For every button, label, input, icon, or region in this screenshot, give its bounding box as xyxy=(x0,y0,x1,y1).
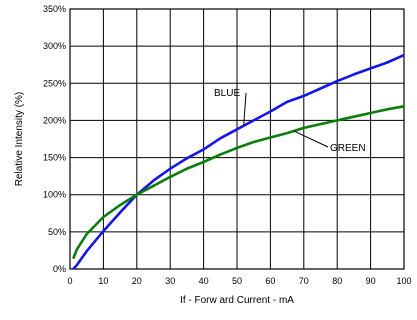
y-tick-label: 50% xyxy=(48,227,66,237)
series-lines xyxy=(72,53,405,270)
x-tick-label: 80 xyxy=(332,276,342,286)
x-tick-label: 50 xyxy=(232,276,242,286)
y-tick-label: 0% xyxy=(53,264,66,274)
plot-frame xyxy=(69,8,405,270)
y-tick-label: 150% xyxy=(43,153,66,163)
x-tick-label: 10 xyxy=(98,276,108,286)
x-tick-label: 0 xyxy=(67,276,72,286)
y-axis-title: Relative Intensity (%) xyxy=(14,92,25,186)
x-tick-label: 20 xyxy=(132,276,142,286)
series-line-green xyxy=(72,105,405,260)
y-tick-label: 350% xyxy=(43,4,66,14)
x-tick-label: 40 xyxy=(199,276,209,286)
x-tick-label: 100 xyxy=(396,276,411,286)
x-tick-label: 60 xyxy=(265,276,275,286)
annotation-leader-green xyxy=(293,130,329,148)
x-axis-title: If - Forw ard Current - mA xyxy=(180,295,294,306)
tick-labels: 0 10 20 30 40 50 60 70 80 90 100 0% 50% 100% 150% 200% 2… xyxy=(43,4,412,286)
annotation-label-green: GREEN xyxy=(330,143,366,154)
axes xyxy=(69,8,405,270)
x-tick-label: 70 xyxy=(299,276,309,286)
grid xyxy=(69,8,405,270)
y-tick-label: 100% xyxy=(43,190,66,200)
y-tick-label: 250% xyxy=(43,78,66,88)
x-tick-label: 90 xyxy=(366,276,376,286)
series-annotations: BLUE GREEN xyxy=(214,88,366,154)
y-tick-label: 300% xyxy=(43,41,66,51)
annotation-leader-blue xyxy=(243,92,247,126)
x-tick-label: 30 xyxy=(165,276,175,286)
y-tick-label: 200% xyxy=(43,115,66,125)
series-line-blue xyxy=(72,53,405,270)
annotation-label-blue: BLUE xyxy=(214,88,240,99)
